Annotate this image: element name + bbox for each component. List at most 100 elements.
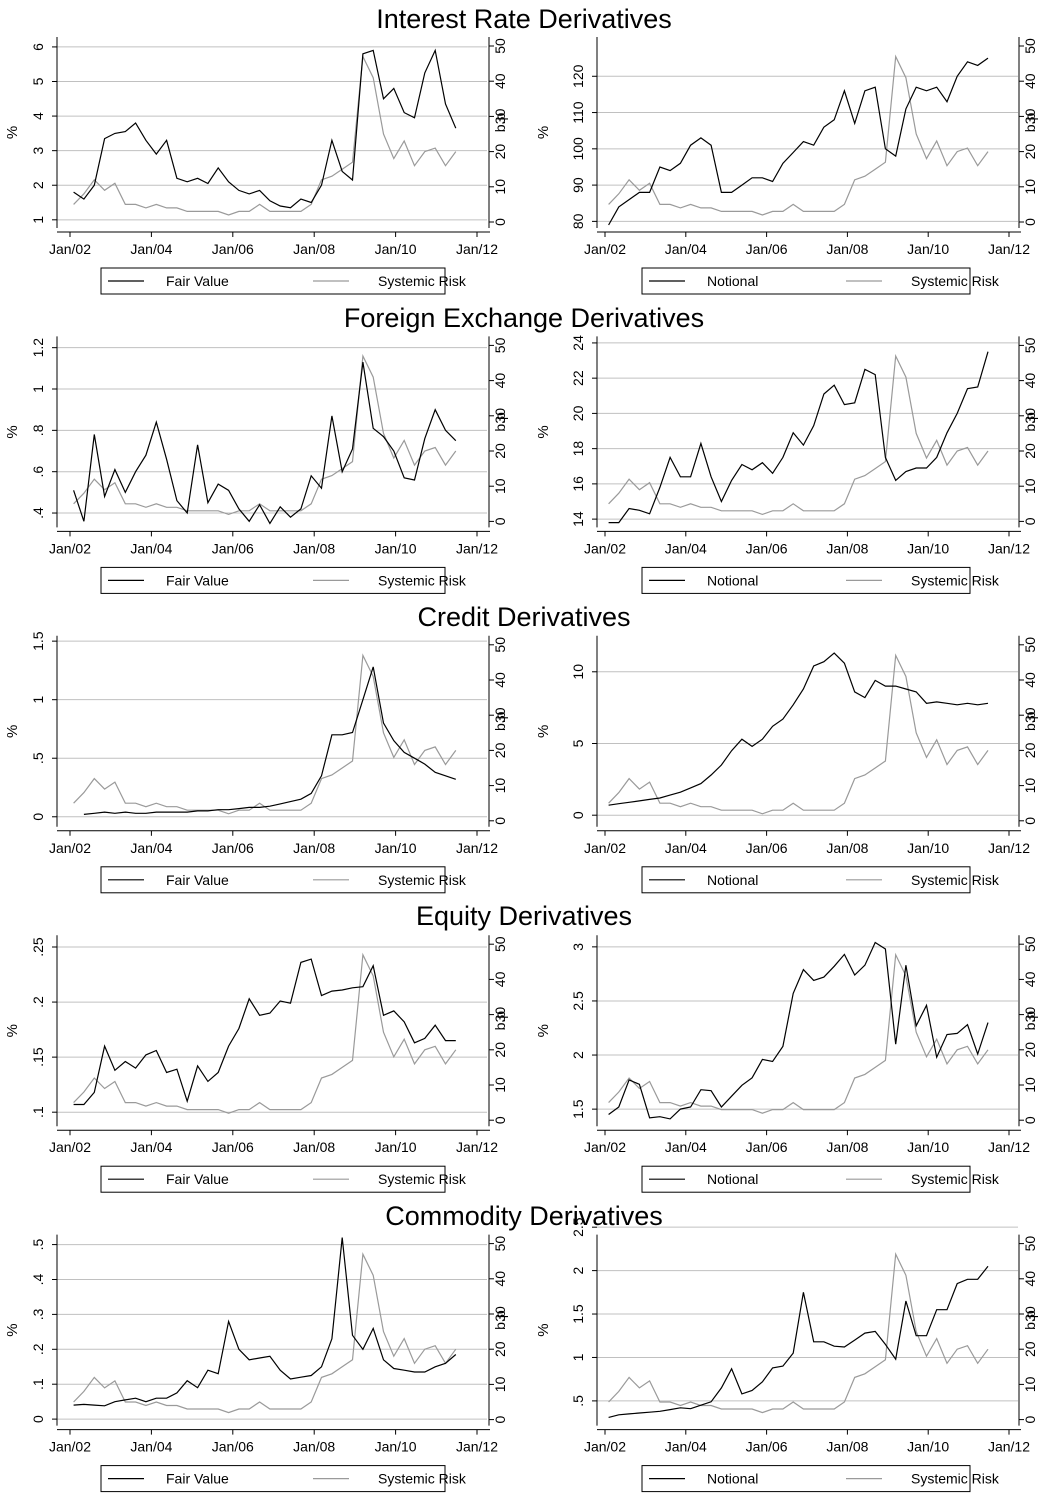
right-tick-label: 20 (492, 1042, 508, 1058)
left-tick-label: 16 (570, 476, 586, 492)
x-tick-label: Jan/10 (907, 1139, 949, 1155)
left-tick-label: .1 (30, 1378, 46, 1390)
left-tick-label: 5 (570, 739, 586, 747)
right-axis-label: b.p (492, 113, 508, 133)
left-tick-label: 2.5 (570, 1217, 586, 1237)
x-tick-label: Jan/02 (49, 1139, 91, 1155)
x-tick-label: Jan/04 (665, 840, 707, 856)
right-tick-label: 0 (1022, 517, 1038, 525)
right-tick-label: 0 (492, 817, 508, 825)
x-tick-label: Jan/02 (584, 241, 626, 257)
x-tick-label: Jan/02 (49, 540, 91, 556)
left-tick-label: 110 (570, 101, 586, 124)
right-tick-label: 30 (1022, 108, 1038, 124)
left-tick-label: 5 (30, 77, 46, 85)
chart-panel-3-left: .1 .15 .2 .25% 0 10 20 30 40 50 b.p Jan/02 Jan/04 Jan… (4, 935, 508, 1193)
x-tick-label: Jan/12 (988, 540, 1030, 556)
section-title-equity: Equity Derivatives (415, 901, 633, 931)
x-tick-label: Jan/06 (746, 540, 788, 556)
left-tick-label: 0 (30, 1415, 46, 1423)
left-tick-label: 2.5 (570, 991, 586, 1011)
x-tick-label: Jan/06 (212, 840, 254, 856)
left-axis-label: % (4, 1323, 21, 1336)
x-tick-label: Jan/06 (212, 241, 254, 257)
x-tick-label: Jan/12 (456, 241, 498, 257)
section-title-interest-rate: Interest Rate Derivatives (376, 4, 672, 34)
x-tick-label: Jan/12 (456, 840, 498, 856)
right-tick-label: 50 (492, 337, 508, 353)
x-tick-label: Jan/06 (746, 1439, 788, 1455)
left-tick-label: 100 (570, 137, 586, 161)
systemic-risk-line (608, 353, 989, 516)
legend-label-primary: Notional (707, 572, 758, 588)
left-tick-label: 4 (30, 112, 46, 120)
left-tick-label: 2 (570, 1051, 586, 1059)
x-tick-label: Jan/08 (826, 241, 868, 257)
left-tick-label: 24 (570, 335, 586, 351)
legend-label-systemic: Systemic Risk (378, 1171, 467, 1187)
primary-series-line (73, 362, 457, 525)
x-tick-label: Jan/04 (665, 1439, 707, 1455)
right-tick-label: 10 (492, 478, 508, 494)
right-tick-label: 40 (492, 1271, 508, 1287)
right-tick-label: 30 (1022, 1306, 1038, 1322)
left-axis-label: % (535, 425, 552, 438)
x-tick-label: Jan/02 (49, 241, 91, 257)
legend: Fair Value Systemic Risk (100, 566, 467, 594)
x-tick-label: Jan/08 (826, 1139, 868, 1155)
chart-panel-4-right: .5 1 1.5 2 2.5% 0 10 20 30 40 50 b.p Jan/02 Jan/04 Jan… (535, 1217, 1038, 1493)
left-tick-label: 1.2 (30, 338, 46, 358)
legend: Notional Systemic Risk (641, 1465, 1000, 1493)
x-tick-label: Jan/04 (130, 1139, 172, 1155)
left-tick-label: 1 (30, 216, 46, 224)
legend-box (100, 1165, 446, 1193)
right-tick-label: 10 (492, 1376, 508, 1392)
left-tick-label: .4 (30, 507, 46, 519)
right-tick-label: 30 (492, 108, 508, 124)
x-tick-label: Jan/10 (375, 1139, 417, 1155)
legend: Notional Systemic Risk (641, 267, 1000, 295)
x-tick-label: Jan/04 (130, 540, 172, 556)
right-tick-label: 40 (1022, 1271, 1038, 1287)
legend-label-systemic: Systemic Risk (378, 1471, 467, 1487)
chart-panel-2-left: 0 .5 1 1.5% 0 10 20 30 40 50 b.p Jan/02 Jan/04 Jan/06… (4, 631, 508, 894)
left-tick-label: .4 (30, 1273, 46, 1285)
left-axis-label: % (535, 725, 552, 738)
x-tick-label: Jan/08 (826, 1439, 868, 1455)
systemic-risk-line (73, 653, 457, 815)
systemic-risk-line (73, 54, 457, 216)
left-tick-label: .15 (30, 1047, 46, 1067)
legend-box (100, 566, 446, 594)
primary-series-line (608, 941, 989, 1120)
legend-box (100, 1465, 446, 1493)
right-tick-label: 0 (1022, 218, 1038, 226)
primary-series-line (73, 958, 456, 1106)
left-tick-label: .3 (30, 1308, 46, 1320)
chart-panel-2-right: 0 5 10% 0 10 20 30 40 50 b.p Jan/02 Jan/04 Jan/06 Jan… (535, 635, 1038, 894)
right-tick-label: 20 (1022, 1341, 1038, 1357)
x-tick-label: Jan/12 (456, 540, 498, 556)
right-tick-label: 50 (1022, 1236, 1038, 1252)
legend: Notional Systemic Risk (641, 566, 1000, 594)
legend-label-systemic: Systemic Risk (378, 273, 467, 289)
section-title-credit: Credit Derivatives (417, 602, 631, 632)
right-axis-label: b.p (492, 711, 508, 731)
right-axis-label: b.p (1022, 1310, 1038, 1330)
legend-box (641, 566, 971, 594)
left-tick-label: 1 (30, 696, 46, 704)
left-tick-label: 1 (30, 385, 46, 393)
right-axis-label: b.p (1022, 113, 1038, 133)
systemic-risk-line (608, 952, 989, 1114)
left-tick-label: 18 (570, 441, 586, 457)
left-tick-label: 20 (570, 405, 586, 421)
right-tick-label: 40 (1022, 672, 1038, 688)
right-axis-label: b.p (1022, 412, 1038, 432)
right-tick-label: 0 (492, 1116, 508, 1124)
legend-label-systemic: Systemic Risk (911, 572, 1000, 588)
x-tick-label: Jan/08 (293, 241, 335, 257)
left-tick-label: .5 (570, 1395, 586, 1407)
right-tick-label: 10 (1022, 1376, 1038, 1392)
legend-box (641, 866, 971, 894)
right-tick-label: 0 (492, 218, 508, 226)
chart-panel-4-left: 0 .1 .2 .3 .4 .5% 0 10 20 30 40 50 b.p Jan/02 Jan/04 Ja… (4, 1234, 508, 1493)
